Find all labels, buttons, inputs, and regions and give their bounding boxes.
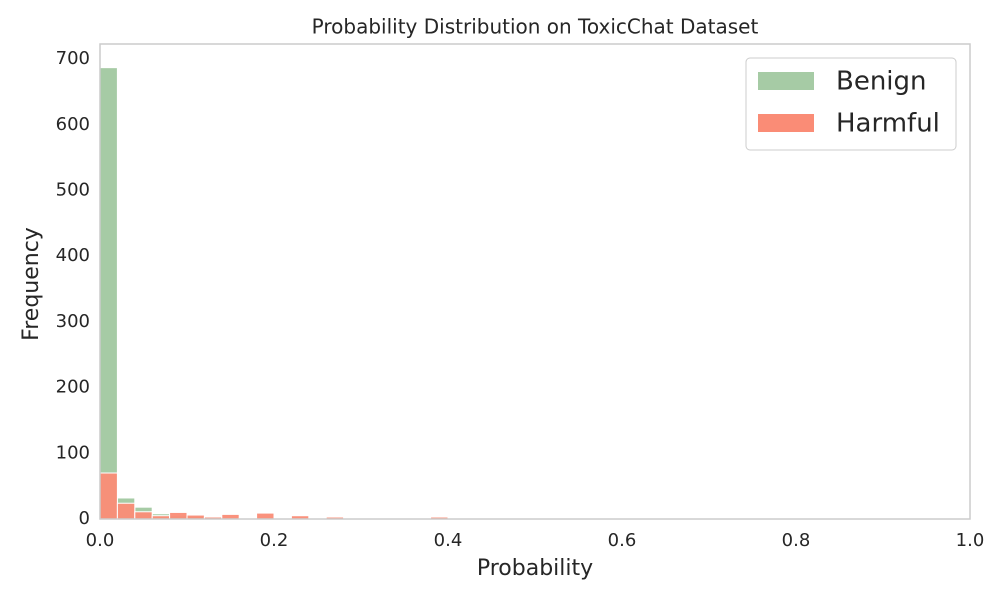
x-tick-label: 0.0	[86, 530, 115, 551]
bar	[134, 511, 153, 520]
bar	[169, 511, 188, 520]
plot-frame	[99, 43, 971, 520]
legend-swatch	[758, 114, 814, 132]
y-axis-label: Frequency	[19, 227, 44, 341]
chart-title: Probability Distribution on ToxicChat Da…	[312, 15, 759, 39]
x-tick-label: 0.4	[434, 530, 463, 551]
bar	[99, 67, 118, 520]
x-tick-label: 0.2	[260, 530, 289, 551]
y-tick-label: 100	[56, 442, 90, 463]
y-tick-label: 200	[56, 377, 90, 398]
x-tick-label: 0.8	[782, 530, 811, 551]
legend-label: Harmful	[836, 109, 940, 139]
legend-swatch	[758, 72, 814, 90]
x-tick-label: 0.6	[608, 530, 637, 551]
y-tick-label: 700	[56, 48, 90, 69]
y-tick-label: 0	[79, 508, 90, 529]
x-axis-label: Probability	[477, 556, 593, 581]
bar	[99, 472, 118, 520]
legend-label: Benign	[836, 67, 927, 97]
y-tick-label: 300	[56, 311, 90, 332]
y-tick-label: 500	[56, 180, 90, 201]
x-tick-label: 1.0	[956, 530, 985, 551]
bar	[116, 502, 136, 520]
y-tick-label: 400	[56, 245, 90, 266]
y-tick-label: 600	[56, 114, 90, 135]
bar	[256, 512, 275, 520]
